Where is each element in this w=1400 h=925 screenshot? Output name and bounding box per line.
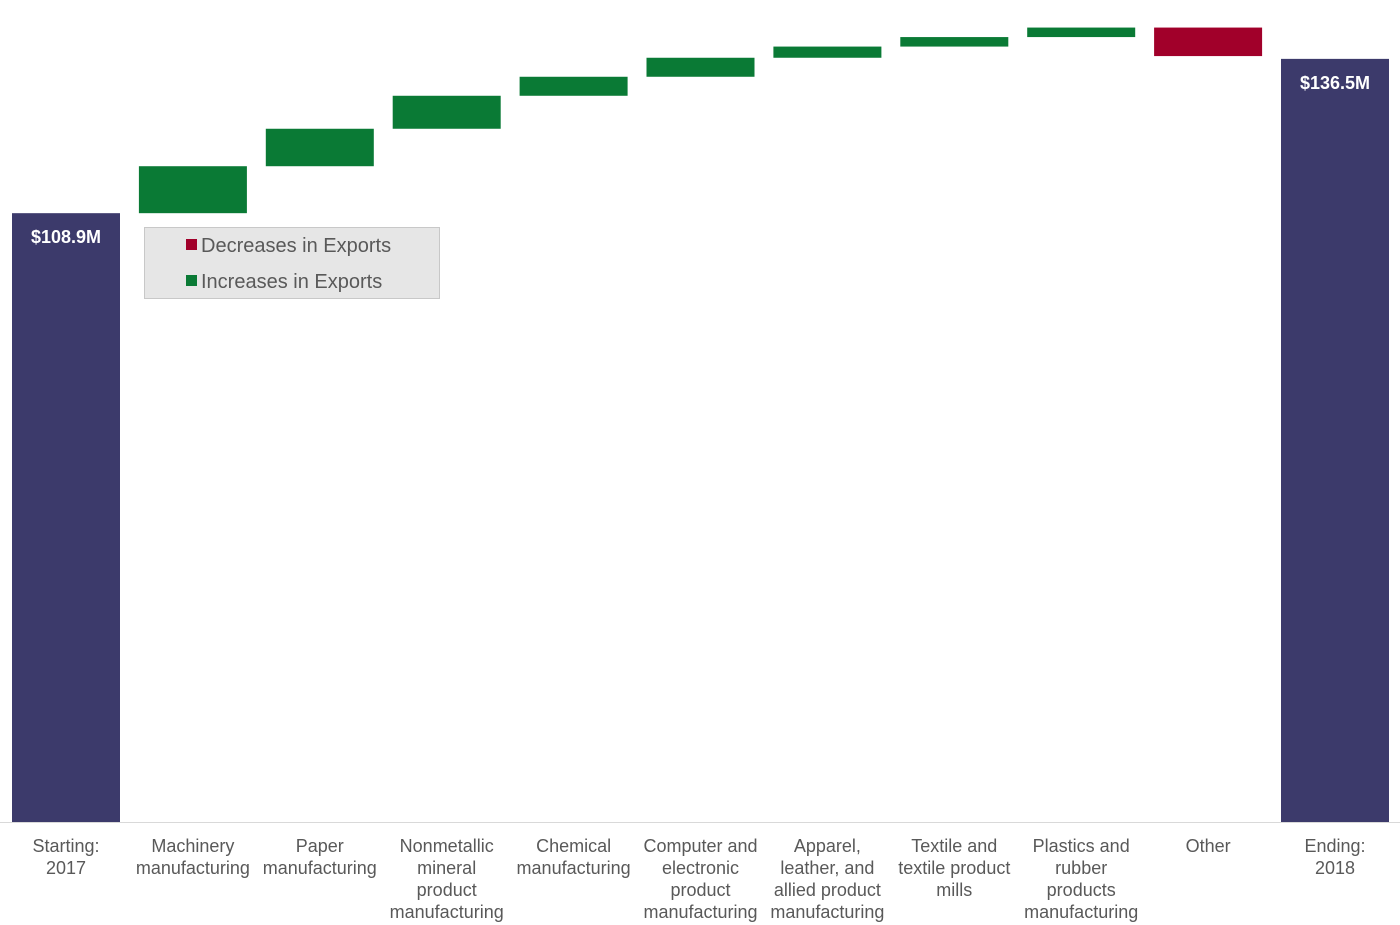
- category-label-line: Plastics and: [1033, 836, 1130, 856]
- category-label-4: Chemical manufacturing: [517, 836, 631, 878]
- bar-9-decrease: [1154, 27, 1263, 57]
- category-label-line: 2018: [1315, 858, 1355, 878]
- category-label-line: products: [1047, 880, 1116, 900]
- legend-label-decrease: Decreases in Exports: [201, 235, 391, 257]
- bar-4-increase: [519, 76, 628, 96]
- category-label-line: Textile and: [911, 836, 997, 856]
- legend-swatch-increase: [186, 275, 197, 286]
- bar-6-increase: [773, 46, 882, 58]
- category-label-line: electronic: [662, 858, 739, 878]
- category-label-10: Ending: 2018: [1304, 836, 1365, 878]
- legend-swatch-decrease: [186, 239, 197, 250]
- category-label-line: mills: [936, 880, 972, 900]
- category-label-line: Paper: [296, 836, 344, 856]
- bar-1-increase: [138, 166, 247, 214]
- bar-7-increase: [900, 37, 1009, 47]
- category-label-line: textile product: [898, 858, 1010, 878]
- category-label-line: manufacturing: [517, 858, 631, 878]
- category-label-line: Ending:: [1304, 836, 1365, 856]
- category-label-line: Nonmetallic: [400, 836, 494, 856]
- bar-3-increase: [392, 95, 501, 129]
- category-label-line: 2017: [46, 858, 86, 878]
- category-label-line: manufacturing: [390, 902, 504, 922]
- bar-10-total: [1281, 58, 1389, 822]
- category-label-7: Textile and textile product mills: [898, 836, 1010, 900]
- category-label-line: manufacturing: [643, 902, 757, 922]
- category-label-line: leather, and: [780, 858, 874, 878]
- bars-group: $108.9M $136.5M: [12, 27, 1389, 823]
- category-label-1: Machinery manufacturing: [136, 836, 250, 878]
- category-label-line: allied product: [774, 880, 881, 900]
- category-label-line: Apparel,: [794, 836, 861, 856]
- category-label-5: Computer and electronic product manufacturi…: [643, 836, 757, 922]
- category-label-2: Paper manufacturing: [263, 836, 377, 878]
- category-label-0: Starting: 2017: [32, 836, 99, 878]
- category-label-line: Starting:: [32, 836, 99, 856]
- category-label-6: Apparel, leather, and allied product manufa…: [770, 836, 884, 922]
- data-label-10: $136.5M: [1300, 73, 1370, 93]
- bar-8-increase: [1027, 27, 1136, 38]
- category-label-line: mineral: [417, 858, 476, 878]
- category-label-line: rubber: [1055, 858, 1107, 878]
- category-label-9: Other: [1186, 836, 1231, 856]
- category-label-line: product: [670, 880, 730, 900]
- category-label-line: Computer and: [643, 836, 757, 856]
- category-label-8: Plastics and rubber products manufacturing: [1024, 836, 1138, 922]
- legend: Decreases in Exports Increases in Export…: [144, 227, 440, 299]
- bar-2-increase: [265, 128, 374, 167]
- category-label-line: manufacturing: [136, 858, 250, 878]
- category-label-line: Machinery: [151, 836, 234, 856]
- data-label-0: $108.9M: [31, 227, 101, 247]
- category-label-line: Chemical: [536, 836, 611, 856]
- category-label-line: manufacturing: [770, 902, 884, 922]
- legend-label-increase: Increases in Exports: [201, 271, 382, 293]
- category-label-3: Nonmetallic mineral product manufacturing: [390, 836, 504, 922]
- category-label-line: Other: [1186, 836, 1231, 856]
- category-label-line: manufacturing: [1024, 902, 1138, 922]
- bar-0-total: [12, 213, 120, 823]
- bar-5-increase: [646, 57, 755, 77]
- category-label-line: product: [417, 880, 477, 900]
- category-label-line: manufacturing: [263, 858, 377, 878]
